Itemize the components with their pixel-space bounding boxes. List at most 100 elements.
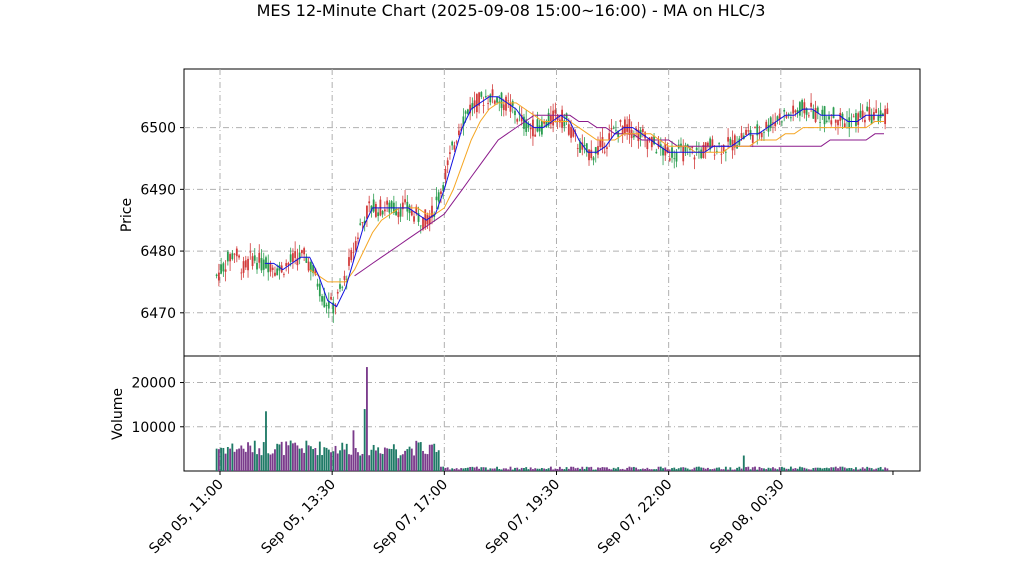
volume-bar [415,440,418,471]
volume-bar [572,466,575,471]
volume-bar [601,467,604,471]
candle-body [226,251,229,262]
candle-body [644,132,646,139]
volume-bar [588,467,590,471]
x-tick-label: Sep 05, 13:30 [258,477,339,558]
candle-body [565,113,568,119]
volume-bar [435,451,438,471]
price-tick-label: 6470 [140,306,176,322]
volume-bar [478,468,481,471]
candle-body [825,120,828,122]
candle-body [684,145,687,152]
volume-bar [821,468,824,471]
volume-bar [769,468,772,471]
volume-bar [473,467,476,471]
candle-body [536,119,539,132]
candle-body [424,209,427,228]
candle-body [271,267,274,270]
volume-bar [368,455,371,471]
candle-body [235,248,238,257]
volume-bar [675,469,678,471]
volume-bar [662,468,664,471]
candle-body [794,110,797,113]
x-tick-label: Sep 07, 22:00 [595,477,676,558]
volume-bar [233,451,236,471]
volume-bar [222,447,225,471]
candle-body [300,250,303,254]
candle-body [855,113,857,126]
volume-bar [455,468,458,471]
candle-body [240,272,243,274]
candle-body [592,157,595,161]
candle-body [348,257,350,266]
candle-body [339,284,341,289]
candle-body [417,213,420,222]
candle-body [682,146,685,162]
x-tick-label: Sep 05, 11:00 [146,477,227,558]
candle-body [837,120,839,126]
candle-body [561,109,563,128]
candle-body [431,205,433,218]
candle-body [772,122,774,124]
volume-bar [440,466,442,471]
candle-body [624,119,626,135]
volume-bar [866,466,869,471]
volume-bar [722,469,725,471]
candle-body [314,268,317,275]
volume-bar [408,446,411,471]
volume-bar [751,467,754,471]
candle-body [309,262,312,272]
volume-bar [554,468,557,471]
candle-body [260,257,263,271]
candle-body [442,185,445,191]
volume-bar [814,467,817,471]
volume-tick-label: 20000 [131,376,176,392]
candle-body [567,124,570,135]
candle-body [803,102,806,114]
volume-bar [276,443,279,471]
candle-body [480,92,483,97]
candle-body [675,152,678,162]
candle-body [516,119,519,122]
candle-body [422,217,424,230]
volume-bar [832,467,835,471]
candle-body [828,116,830,120]
candle-body [249,251,252,253]
candle-body [814,107,817,122]
candle-body [390,201,393,209]
volume-bar [352,430,355,471]
volume-bar [785,468,788,471]
candle-body [796,110,799,114]
candle-body [478,92,480,106]
candle-body [323,296,326,308]
volume-bar [323,447,326,471]
candle-body [435,196,438,201]
volume-bar [283,455,285,471]
volume-bar [417,442,420,471]
candle-body [884,109,887,125]
volume-bar [579,468,581,471]
candle-body [881,113,884,116]
candle-body [707,142,709,146]
volume-bar [289,440,292,471]
volume-bar [789,466,792,471]
volume-bar [610,469,613,471]
candle-body [321,296,323,302]
candle-body [267,262,270,273]
volume-bar [765,469,768,471]
volume-bar [727,469,730,471]
volume-bar [312,449,315,471]
volume-bar [626,467,629,471]
candle-body [357,237,359,239]
candle-body [599,140,602,148]
volume-bar [325,447,328,471]
volume-bar [646,467,649,471]
volume-bar [772,467,774,471]
candle-body [283,274,285,276]
volume-bar [689,469,691,471]
candle-body [258,252,261,263]
volume-bar [648,469,651,471]
volume-bar [265,411,267,471]
volume-bar [834,466,837,471]
candle-body [783,110,786,112]
